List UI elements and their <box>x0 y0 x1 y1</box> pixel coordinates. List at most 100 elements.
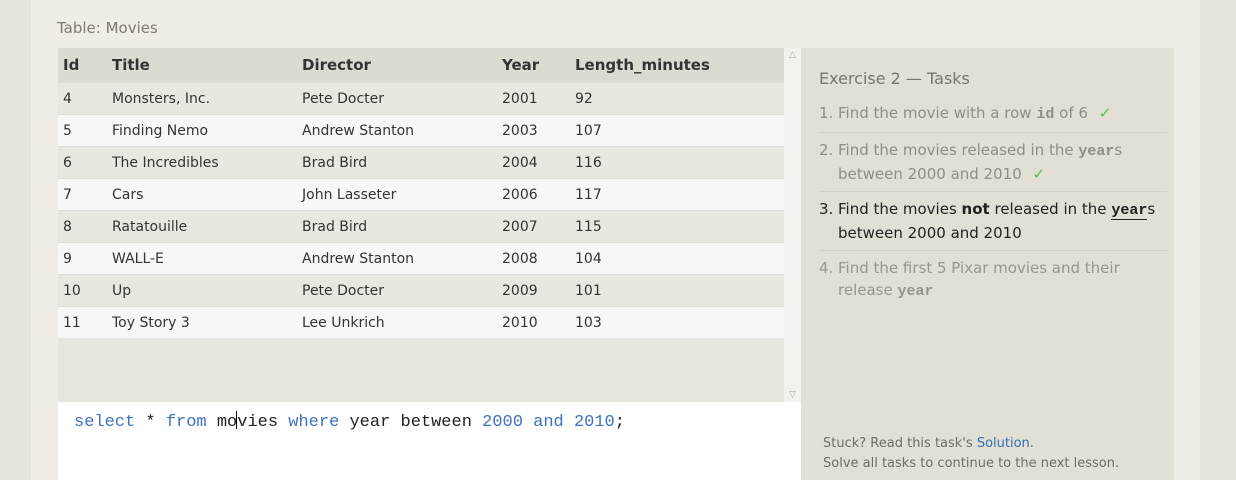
checkmark-icon: ✓ <box>1098 104 1112 122</box>
cell-title: Ratatouille <box>112 210 302 243</box>
task-text: Find the movies <box>838 200 957 218</box>
text-cursor <box>236 411 238 429</box>
column-header-length: Length_minutes <box>575 48 784 83</box>
cell-length: 101 <box>575 274 784 307</box>
task-text-end: s between 2000 and 2010 <box>838 200 1156 242</box>
task-text: Find the first 5 Pixar movies and their … <box>838 259 1120 299</box>
stuck-period: . <box>1029 436 1034 451</box>
table-row: 10 Up Pete Docter 2009 101 <box>58 274 784 307</box>
cell-year: 2001 <box>502 82 575 115</box>
task-item-2: 2. Find the movies released in the years… <box>819 139 1167 192</box>
stuck-text: Stuck? Read this task's <box>823 436 973 451</box>
continue-text: Solve all tasks to continue to the next … <box>823 456 1120 471</box>
cell-title: Finding Nemo <box>112 114 302 147</box>
results-table-container: Id Title Director Year Length_minutes 4 … <box>58 48 784 402</box>
cell-length: 107 <box>575 114 784 147</box>
cell-year: 2003 <box>502 114 575 147</box>
chevron-up-icon[interactable]: △ <box>789 50 796 60</box>
task-number: 3. <box>819 200 834 218</box>
task-code: year <box>897 283 934 300</box>
table-row: 5 Finding Nemo Andrew Stanton 2003 107 <box>58 114 784 147</box>
sql-table-name-part2: vies <box>237 413 279 432</box>
cell-length: 103 <box>575 306 784 338</box>
table-scrollbar[interactable]: △ ▽ <box>784 48 801 402</box>
table-row: 4 Monsters, Inc. Pete Docter 2001 92 <box>58 82 784 115</box>
cell-id: 9 <box>58 242 112 275</box>
cell-length: 117 <box>575 178 784 211</box>
sql-keyword-where: where <box>288 413 340 432</box>
cell-id: 7 <box>58 178 112 211</box>
task-code: id <box>1036 106 1055 123</box>
cell-id: 8 <box>58 210 112 243</box>
cell-id: 4 <box>58 82 112 115</box>
cell-director: Andrew Stanton <box>302 114 502 147</box>
sql-semicolon: ; <box>614 413 625 432</box>
cell-director: John Lasseter <box>302 178 502 211</box>
sql-number-low: 2000 <box>482 413 523 432</box>
task-text-end: of 6 <box>1059 104 1088 122</box>
task-item-1: 1. Find the movie with a row id of 6 ✓ <box>819 102 1167 133</box>
sql-keyword-from: from <box>165 413 207 432</box>
sql-editor[interactable]: select * from movies where year between … <box>58 402 801 480</box>
cell-director: Andrew Stanton <box>302 242 502 275</box>
table-row: 6 The Incredibles Brad Bird 2004 116 <box>58 146 784 179</box>
cell-id: 6 <box>58 146 112 179</box>
column-header-director: Director <box>302 48 502 83</box>
cell-id: 5 <box>58 114 112 147</box>
table-row: 7 Cars John Lasseter 2006 117 <box>58 178 784 211</box>
cell-title: Up <box>112 274 302 307</box>
cell-title: Monsters, Inc. <box>112 82 302 115</box>
task-emphasis: not <box>961 200 990 218</box>
table-row: 9 WALL-E Andrew Stanton 2008 104 <box>58 242 784 275</box>
task-text: Find the movie with a row <box>838 104 1032 122</box>
cell-year: 2008 <box>502 242 575 275</box>
cell-director: Brad Bird <box>302 210 502 243</box>
solution-link[interactable]: Solution <box>976 436 1030 451</box>
task-text-middle: released in the <box>994 200 1107 218</box>
cell-year: 2009 <box>502 274 575 307</box>
sql-star: * <box>145 413 156 432</box>
sql-column-year: year <box>349 413 391 432</box>
cell-title: The Incredibles <box>112 146 302 179</box>
cell-director: Lee Unkrich <box>302 306 502 338</box>
task-text: Find the movies released in the <box>838 141 1074 159</box>
table-label: Table: Movies <box>57 19 158 37</box>
sql-keyword-select: select <box>74 413 136 432</box>
task-number: 1. <box>819 104 834 122</box>
cell-director: Pete Docter <box>302 274 502 307</box>
task-code: year <box>1111 202 1148 220</box>
tasks-title: Exercise 2 — Tasks <box>819 69 970 88</box>
sql-query-text[interactable]: select * from movies where year between … <box>74 411 625 432</box>
tasks-panel: Exercise 2 — Tasks 1. Find the movie wit… <box>801 48 1174 480</box>
task-number: 4. <box>819 259 834 277</box>
sql-keyword-between: between <box>400 413 472 432</box>
sql-number-high: 2010 <box>573 413 615 432</box>
stuck-help: Stuck? Read this task's Solution. Solve … <box>823 434 1119 474</box>
chevron-down-icon[interactable]: ▽ <box>789 390 796 400</box>
task-item-4: 4. Find the first 5 Pixar movies and the… <box>819 257 1167 309</box>
cell-title: Cars <box>112 178 302 211</box>
task-item-3: 3. Find the movies not released in the y… <box>819 198 1167 251</box>
results-table: Id Title Director Year Length_minutes 4 … <box>58 48 784 338</box>
cell-title: Toy Story 3 <box>112 306 302 338</box>
cell-length: 92 <box>575 82 784 115</box>
cell-title: WALL-E <box>112 242 302 275</box>
checkmark-icon: ✓ <box>1032 165 1046 183</box>
task-text-end: s between 2000 and 2010 <box>838 141 1123 183</box>
table-row: 8 Ratatouille Brad Bird 2007 115 <box>58 210 784 243</box>
column-header-id: Id <box>58 48 112 83</box>
cell-year: 2006 <box>502 178 575 211</box>
table-header-row: Id Title Director Year Length_minutes <box>58 48 784 83</box>
cell-length: 104 <box>575 242 784 275</box>
cell-id: 10 <box>58 274 112 307</box>
column-header-title: Title <box>112 48 302 83</box>
cell-director: Pete Docter <box>302 82 502 115</box>
sql-keyword-and: and <box>533 413 564 432</box>
task-list: 1. Find the movie with a row id of 6 ✓ 2… <box>819 102 1167 315</box>
cell-length: 116 <box>575 146 784 179</box>
cell-year: 2004 <box>502 146 575 179</box>
task-code: year <box>1078 143 1115 160</box>
cell-length: 115 <box>575 210 784 243</box>
cell-year: 2010 <box>502 306 575 338</box>
task-number: 2. <box>819 141 834 159</box>
